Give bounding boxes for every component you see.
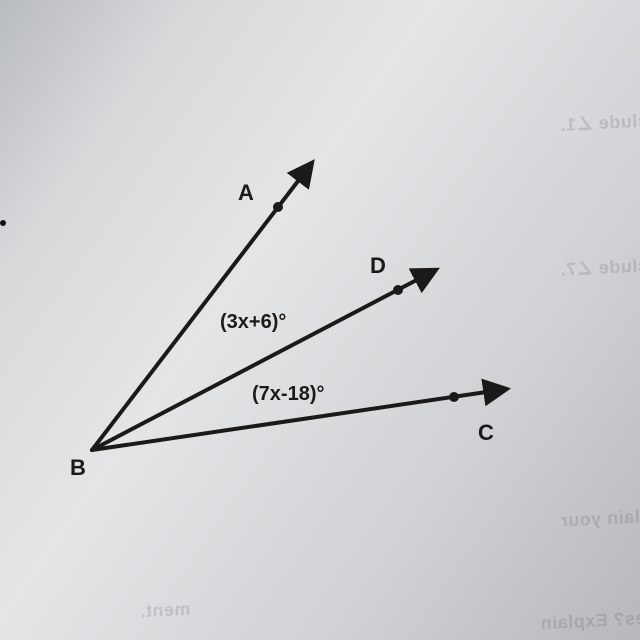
label-C: C bbox=[478, 420, 494, 445]
point-C bbox=[449, 392, 459, 402]
point-A bbox=[273, 202, 283, 212]
label-D: D bbox=[370, 253, 386, 278]
angle-label-DC: (7x-18)° bbox=[252, 383, 324, 405]
label-B: B bbox=[70, 455, 86, 480]
point-D bbox=[393, 285, 403, 295]
angle-label-AD: (3x+6)° bbox=[220, 311, 286, 333]
edge-speck bbox=[0, 220, 6, 226]
label-A: A bbox=[238, 180, 254, 205]
angle-diagram: A D C B (3x+6)° (7x-18)° bbox=[0, 0, 640, 640]
photo-surface: 9. Identify the linear pairs that includ… bbox=[0, 0, 640, 640]
